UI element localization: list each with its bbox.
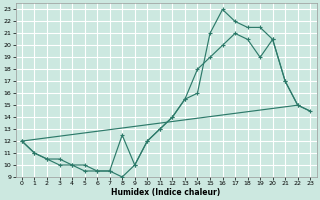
X-axis label: Humidex (Indice chaleur): Humidex (Indice chaleur) [111, 188, 221, 197]
